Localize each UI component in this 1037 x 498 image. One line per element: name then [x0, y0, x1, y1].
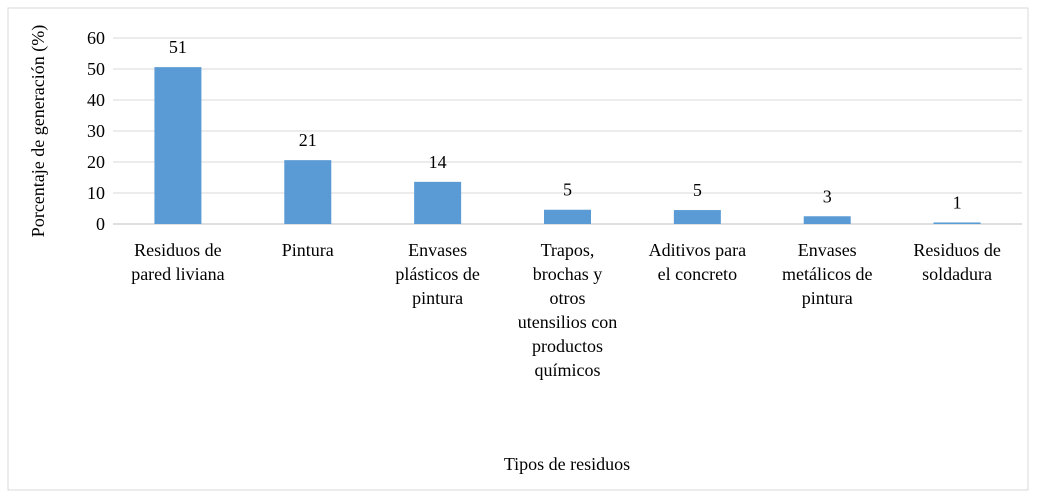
- x-axis-title: Tipos de residuos: [504, 454, 630, 474]
- data-label: 5: [693, 180, 702, 200]
- y-tick-label: 0: [96, 214, 105, 234]
- data-label: 21: [299, 130, 317, 150]
- bar: [284, 160, 332, 224]
- x-tick-label: Trapos, brochas y otros utensilios con p…: [517, 240, 618, 380]
- bar: [673, 210, 721, 224]
- bar: [933, 222, 981, 224]
- bar: [803, 216, 851, 224]
- data-label: 14: [429, 152, 447, 172]
- y-tick-label: 50: [87, 59, 105, 79]
- x-tick-label: Pintura: [281, 240, 334, 260]
- y-tick-label: 60: [87, 28, 105, 48]
- data-label: 51: [169, 37, 187, 57]
- chart-border: [7, 7, 1029, 491]
- bar: [414, 181, 462, 224]
- bar: [154, 67, 202, 224]
- x-tick-label: Residuos de soldadura: [913, 240, 1001, 284]
- x-tick-label: Residuos de pared liviana: [131, 240, 225, 284]
- data-label: 3: [823, 186, 832, 206]
- bar: [544, 209, 591, 224]
- x-tick-label: Envases metálicos de pintura: [781, 240, 873, 308]
- x-tick-label: Aditivos para el concreto: [648, 240, 747, 284]
- y-tick-label: 30: [87, 121, 105, 141]
- y-tick-label: 10: [87, 183, 105, 203]
- data-label: 1: [953, 192, 962, 212]
- x-tick-label: Envases plásticos de pintura: [395, 240, 480, 308]
- y-axis-title: Porcentaje de generación (%): [28, 25, 49, 237]
- data-label: 5: [563, 180, 572, 200]
- y-tick-label: 40: [87, 90, 105, 110]
- y-tick-label: 20: [87, 152, 105, 172]
